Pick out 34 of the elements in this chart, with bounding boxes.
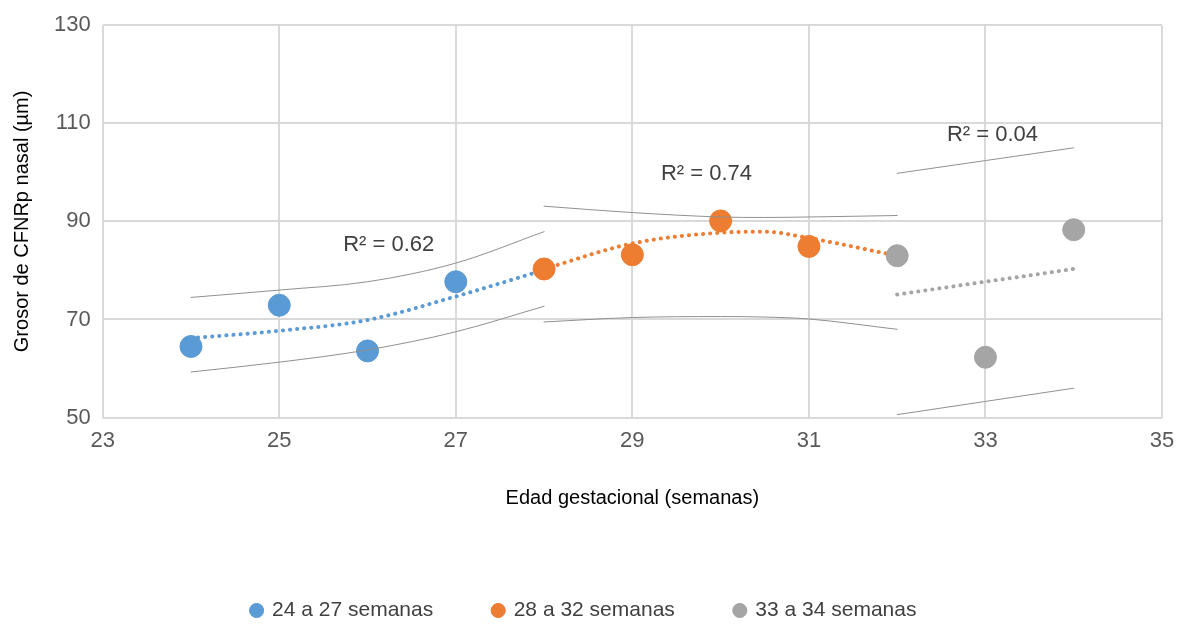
point [179,334,203,358]
point [709,209,733,233]
point [1062,218,1086,242]
x-tick-label: 31 [796,426,822,452]
line-series [190,231,545,298]
point [444,270,468,294]
point [532,257,556,281]
y-tick-label: 130 [53,11,91,37]
legend-label: 28 a 32 semanas [513,597,675,621]
x-tick-label: 23 [90,426,115,452]
point [267,293,291,317]
point [356,339,380,363]
legend-label: 24 a 27 semanas [272,597,434,621]
y-tick-label: 50 [66,403,91,429]
x-tick-label: 35 [1149,426,1175,452]
y-tick-label: 90 [66,207,91,233]
point [885,244,909,268]
point [620,243,644,267]
x-axis-title: Edad gestacional (semanas) [505,485,760,508]
y-tick-label: 70 [66,305,91,331]
point [973,345,997,369]
x-tick-label: 25 [267,426,292,452]
annotation: R² = 0.74 [660,160,753,186]
x-tick-label: 33 [973,426,998,452]
point [797,234,821,258]
x-tick-label: 27 [443,426,469,452]
line-series [543,316,898,330]
annotation: R² = 0.04 [946,121,1039,147]
x-tick-label: 29 [620,426,645,452]
y-axis-title: Grosor de CFNRp nasal (µm) [9,90,32,353]
annotation: R² = 0.62 [343,231,435,257]
line-series [190,305,545,373]
y-tick-label: 110 [55,109,91,135]
legend-label: 33 a 34 semanas [755,597,917,621]
